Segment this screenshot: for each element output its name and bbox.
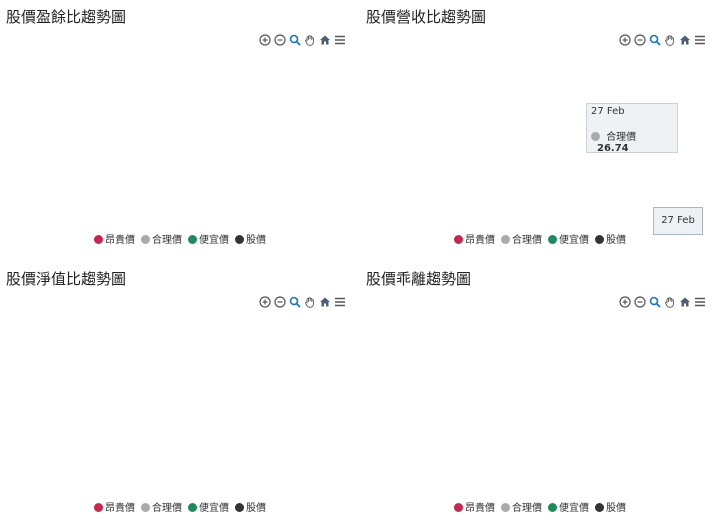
legend-dot [454, 235, 463, 244]
legend-label: 便宜價 [199, 503, 229, 514]
chart-svg[interactable] [0, 262, 360, 524]
legend-item-price[interactable]: 股價 [595, 231, 626, 246]
chart-legend: 昂貴價 合理價 便宜價 股價 [0, 231, 360, 246]
legend-item-price[interactable]: 股價 [235, 499, 266, 514]
legend-label: 合理價 [512, 503, 542, 514]
chart-panel-pe: 股價盈餘比趨勢圖 14.0021.0028.0035.0042.00201520… [0, 0, 604, 262]
legend-label: 便宜價 [559, 235, 589, 246]
chart-tooltip: 27 Feb 合理價 26.74 [586, 103, 678, 154]
tooltip-date: 27 Feb [591, 106, 625, 117]
zoom-out-icon[interactable] [274, 31, 286, 46]
legend-item-cheap[interactable]: 便宜價 [548, 231, 589, 246]
home-icon[interactable] [319, 31, 331, 45]
chart-title: 股價盈餘比趨勢圖 [6, 8, 127, 26]
legend-item-expensive[interactable]: 昂貴價 [94, 499, 135, 514]
legend-label: 便宜價 [199, 235, 229, 246]
legend-dot [548, 235, 557, 244]
legend-label: 合理價 [152, 503, 182, 514]
tooltip-value: 26.74 [597, 143, 629, 154]
legend-label: 股價 [246, 235, 266, 246]
legend-label: 昂貴價 [465, 503, 495, 514]
legend-item-price[interactable]: 股價 [235, 231, 266, 246]
home-icon[interactable] [319, 293, 331, 307]
legend-dot [141, 503, 150, 512]
search-icon[interactable] [289, 31, 301, 46]
legend-item-expensive[interactable]: 昂貴價 [94, 231, 135, 246]
legend-label: 合理價 [152, 235, 182, 246]
chart-panel-pb: 股價淨值比趨勢圖 10.0015.0020.0025.0030.0035.002… [0, 262, 604, 524]
menu-icon[interactable] [694, 31, 706, 45]
legend-dot [501, 235, 510, 244]
legend-label: 昂貴價 [105, 503, 135, 514]
legend-item-cheap[interactable]: 便宜價 [188, 231, 229, 246]
chart-legend: 昂貴價 合理價 便宜價 股價 [0, 499, 360, 514]
crosshair-x-label: 27 Feb [653, 207, 703, 235]
legend-item-expensive[interactable]: 昂貴價 [454, 499, 495, 514]
legend-dot [235, 235, 244, 244]
menu-icon[interactable] [694, 293, 706, 307]
hand-icon[interactable] [304, 31, 316, 46]
tooltip-dot [591, 132, 600, 141]
legend-item-cheap[interactable]: 便宜價 [548, 499, 589, 514]
legend-item-fair[interactable]: 合理價 [141, 499, 182, 514]
menu-icon[interactable] [334, 293, 346, 307]
legend-dot [548, 503, 557, 512]
legend-dot [188, 235, 197, 244]
legend-item-price[interactable]: 股價 [595, 499, 626, 514]
legend-label: 股價 [606, 235, 626, 246]
chart-svg[interactable] [360, 262, 720, 524]
home-icon[interactable] [679, 31, 691, 45]
legend-item-fair[interactable]: 合理價 [501, 231, 542, 246]
search-icon[interactable] [649, 293, 661, 308]
hand-icon[interactable] [664, 31, 676, 46]
chart-legend: 昂貴價 合理價 便宜價 股價 [360, 231, 720, 246]
chart-svg[interactable] [0, 0, 360, 262]
chart-title: 股價營收比趨勢圖 [366, 8, 487, 26]
legend-item-cheap[interactable]: 便宜價 [188, 499, 229, 514]
tooltip-series: 合理價 [606, 132, 637, 143]
search-icon[interactable] [289, 293, 301, 308]
legend-label: 昂貴價 [105, 235, 135, 246]
chart-title: 股價淨值比趨勢圖 [6, 270, 127, 288]
hand-icon[interactable] [304, 293, 316, 308]
hand-icon[interactable] [664, 293, 676, 308]
legend-item-fair[interactable]: 合理價 [501, 499, 542, 514]
legend-dot [94, 503, 103, 512]
chart-panel-bias: 股價乖離趨勢圖 24.0026.0028.0030.0032.0034.0036… [360, 262, 720, 524]
legend-dot [235, 503, 244, 512]
legend-dot [141, 235, 150, 244]
legend-label: 股價 [606, 503, 626, 514]
legend-dot [94, 235, 103, 244]
zoom-out-icon[interactable] [274, 293, 286, 308]
chart-panel-ps: 股價營收比趨勢圖 16.0020.0024.0028.0032.0036.002… [360, 0, 720, 262]
legend-label: 合理價 [512, 235, 542, 246]
legend-item-fair[interactable]: 合理價 [141, 231, 182, 246]
zoom-out-icon[interactable] [634, 293, 646, 308]
chart-legend: 昂貴價 合理價 便宜價 股價 [360, 499, 720, 514]
legend-dot [501, 503, 510, 512]
legend-dot [188, 503, 197, 512]
chart-title: 股價乖離趨勢圖 [366, 270, 472, 288]
legend-dot [454, 503, 463, 512]
legend-label: 股價 [246, 503, 266, 514]
legend-label: 昂貴價 [465, 235, 495, 246]
legend-label: 便宜價 [559, 503, 589, 514]
menu-icon[interactable] [334, 31, 346, 45]
legend-item-expensive[interactable]: 昂貴價 [454, 231, 495, 246]
legend-dot [595, 235, 604, 244]
home-icon[interactable] [679, 293, 691, 307]
zoom-out-icon[interactable] [634, 31, 646, 46]
search-icon[interactable] [649, 31, 661, 46]
legend-dot [595, 503, 604, 512]
